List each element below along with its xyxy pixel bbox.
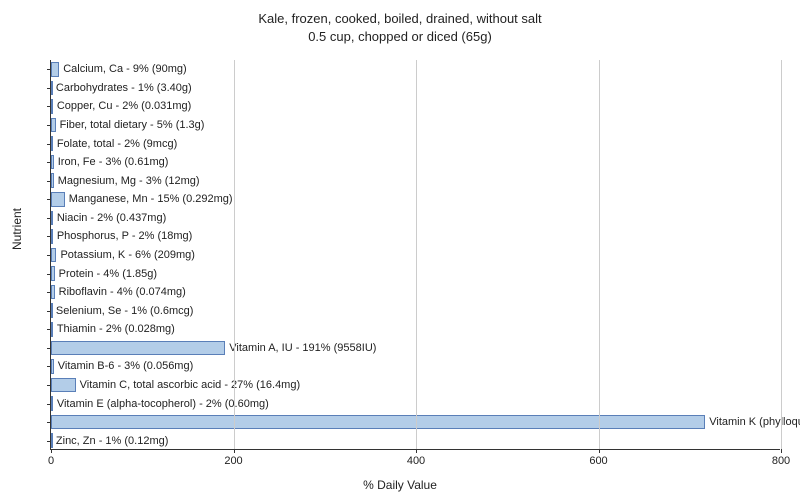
x-tick-label: 600 — [589, 455, 607, 467]
nutrient-bar — [51, 155, 54, 170]
nutrient-label: Copper, Cu - 2% (0.031mg) — [57, 100, 192, 112]
nutrient-label: Fiber, total dietary - 5% (1.3g) — [60, 119, 205, 131]
nutrient-bar — [51, 173, 54, 188]
nutrient-bar — [51, 118, 56, 133]
nutrient-bar — [51, 285, 55, 300]
nutrient-bar — [51, 266, 55, 281]
nutrient-label: Potassium, K - 6% (209mg) — [60, 249, 195, 261]
chart-title: Kale, frozen, cooked, boiled, drained, w… — [0, 0, 800, 46]
x-tick-mark — [781, 449, 782, 453]
nutrient-label: Selenium, Se - 1% (0.6mcg) — [56, 305, 194, 317]
nutrient-label: Vitamin C, total ascorbic acid - 27% (16… — [80, 379, 301, 391]
nutrient-label: Thiamin - 2% (0.028mg) — [57, 323, 175, 335]
nutrient-label: Niacin - 2% (0.437mg) — [57, 212, 166, 224]
nutrient-bar — [51, 248, 56, 263]
nutrient-label: Zinc, Zn - 1% (0.12mg) — [56, 435, 168, 447]
x-tick-label: 800 — [772, 455, 790, 467]
nutrient-bar — [51, 136, 53, 151]
nutrient-bar — [51, 415, 705, 430]
x-tick-mark — [234, 449, 235, 453]
nutrient-bar — [51, 81, 53, 96]
x-tick-mark — [416, 449, 417, 453]
nutrient-bar — [51, 433, 53, 448]
nutrient-bar — [51, 303, 53, 318]
nutrient-bar — [51, 62, 59, 77]
nutrient-label: Phosphorus, P - 2% (18mg) — [57, 230, 193, 242]
nutrient-bar — [51, 322, 53, 337]
nutrient-label: Riboflavin - 4% (0.074mg) — [59, 286, 186, 298]
nutrient-bar — [51, 99, 53, 114]
title-line-1: Kale, frozen, cooked, boiled, drained, w… — [0, 10, 800, 28]
x-tick-mark — [51, 449, 52, 453]
gridline — [234, 60, 235, 449]
nutrient-bar — [51, 211, 53, 226]
gridline — [416, 60, 417, 449]
nutrient-label: Manganese, Mn - 15% (0.292mg) — [69, 193, 233, 205]
plot-area: Calcium, Ca - 9% (90mg) Carbohydrates - 1… — [50, 60, 780, 450]
nutrient-label: Iron, Fe - 3% (0.61mg) — [58, 156, 169, 168]
nutrient-bar — [51, 396, 53, 411]
nutrient-label: Vitamin A, IU - 191% (9558IU) — [229, 342, 376, 354]
y-axis-label: Nutrient — [10, 208, 24, 250]
nutrient-label: Vitamin K (phylloquinone) - 717% (573.3m… — [709, 416, 800, 428]
nutrient-label: Vitamin E (alpha-tocopherol) - 2% (0.60m… — [57, 398, 269, 410]
nutrient-label: Protein - 4% (1.85g) — [59, 268, 157, 280]
x-tick-mark — [599, 449, 600, 453]
nutrient-bar — [51, 229, 53, 244]
nutrient-label: Vitamin B-6 - 3% (0.056mg) — [58, 360, 194, 372]
x-tick-label: 400 — [407, 455, 425, 467]
nutrient-bar — [51, 341, 225, 356]
nutrient-label: Calcium, Ca - 9% (90mg) — [63, 63, 186, 75]
gridline — [599, 60, 600, 449]
nutrient-label: Folate, total - 2% (9mcg) — [57, 138, 177, 150]
title-line-2: 0.5 cup, chopped or diced (65g) — [0, 28, 800, 46]
nutrient-bar — [51, 359, 54, 374]
nutrient-bar — [51, 378, 76, 393]
nutrient-label: Magnesium, Mg - 3% (12mg) — [58, 175, 200, 187]
nutrient-label: Carbohydrates - 1% (3.40g) — [56, 82, 192, 94]
x-tick-label: 0 — [48, 455, 54, 467]
x-tick-label: 200 — [224, 455, 242, 467]
gridline — [781, 60, 782, 449]
x-axis-label: % Daily Value — [363, 478, 437, 492]
nutrient-bar — [51, 192, 65, 207]
